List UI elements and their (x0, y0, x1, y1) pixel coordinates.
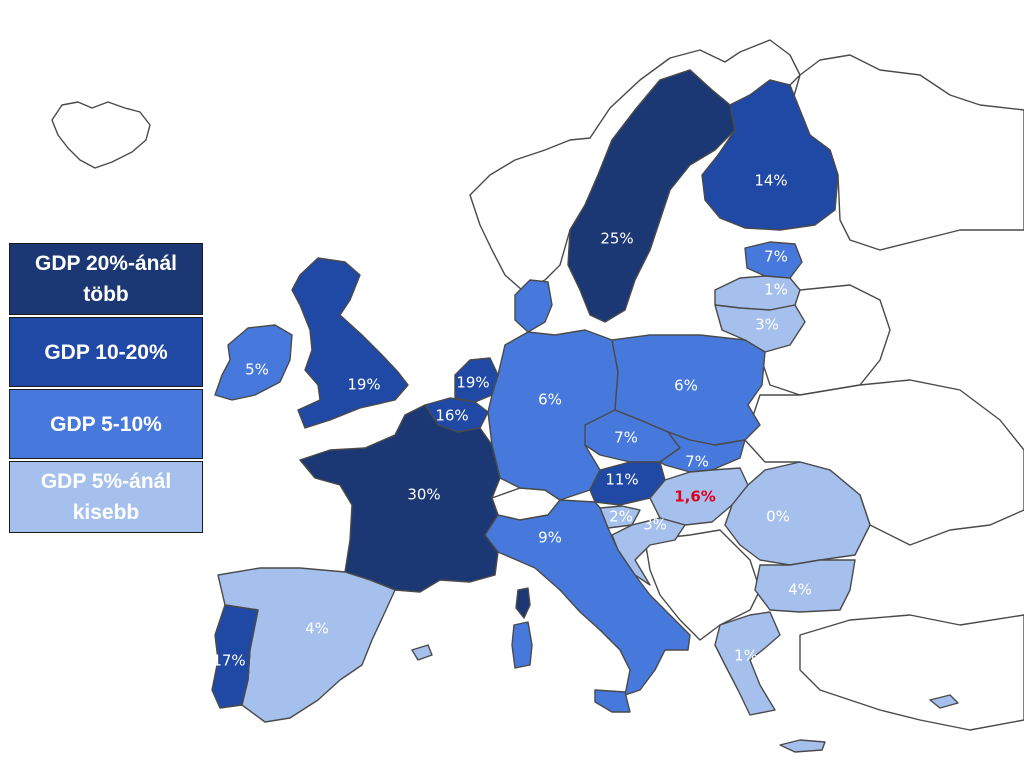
country-finland (701, 79, 839, 231)
value-label-hungary: 1,6% (674, 488, 716, 506)
legend-item-10-20: GDP 10-20% (9, 317, 203, 387)
country-crete (779, 739, 826, 753)
country-greece (714, 611, 781, 716)
value-labels: 25% 14% 7% 1% 3% 5% 19% 19% 16% 6% 6% 7% 7% 11% 1,6% 2%… (212, 172, 812, 670)
ukraine-outline (744, 379, 1024, 546)
value-label-romania: 0% (766, 508, 790, 526)
value-label-belgium: 16% (435, 407, 468, 425)
value-label-germany: 6% (538, 391, 562, 409)
value-label-ireland: 5% (245, 361, 269, 379)
legend-label: GDP 5%-ánál kisebb (40, 470, 172, 524)
balkans-outline (644, 529, 761, 641)
country-sweden (567, 69, 736, 323)
value-label-croatia: 3% (643, 516, 667, 534)
value-label-austria: 11% (605, 471, 638, 489)
value-label-bulgaria: 4% (788, 581, 812, 599)
legend-label: GDP 20%-ánál több (34, 252, 177, 306)
country-sardinia (511, 621, 533, 669)
country-denmark (514, 279, 553, 333)
country-portugal (211, 604, 259, 709)
value-label-spain: 4% (305, 620, 329, 638)
legend-item-5-10: GDP 5-10% (9, 389, 203, 459)
country-italy (484, 499, 691, 696)
country-romania (724, 461, 871, 566)
country-ireland (214, 324, 293, 401)
country-estonia (744, 241, 803, 279)
value-label-italy: 9% (538, 529, 562, 547)
country-united-kingdom (291, 257, 409, 429)
value-label-czech-republic: 7% (614, 429, 638, 447)
value-label-finland: 14% (754, 172, 787, 190)
legend-item-over-20: GDP 20%-ánál több (9, 243, 203, 315)
country-lithuania (714, 304, 806, 353)
country-cyprus (929, 694, 959, 709)
country-sicily (594, 689, 631, 713)
value-label-estonia: 7% (764, 248, 788, 266)
value-label-greece: 1% (734, 647, 758, 665)
value-label-poland: 6% (674, 377, 698, 395)
country-france (299, 404, 501, 593)
value-label-netherlands: 19% (456, 374, 489, 392)
value-label-united-kingdom: 19% (347, 376, 380, 394)
value-label-latvia: 1% (764, 281, 788, 299)
value-label-sweden: 25% (600, 230, 633, 248)
value-label-slovakia: 7% (685, 453, 709, 471)
country-balearic (411, 644, 433, 661)
legend-item-under-5: GDP 5%-ánál kisebb (9, 461, 203, 533)
turkey-outline (799, 614, 1024, 731)
iceland-outline (51, 101, 151, 169)
value-label-lithuania: 3% (755, 316, 779, 334)
country-corsica (515, 587, 531, 619)
value-label-france: 30% (407, 486, 440, 504)
value-label-slovenia: 2% (609, 508, 633, 526)
legend-label: GDP 5-10% (50, 412, 162, 436)
legend-label: GDP 10-20% (44, 340, 168, 364)
legend: GDP 20%-ánál több GDP 10-20% GDP 5-10% G… (9, 243, 203, 535)
country-bulgaria (754, 559, 856, 613)
value-label-portugal: 17% (212, 652, 245, 670)
